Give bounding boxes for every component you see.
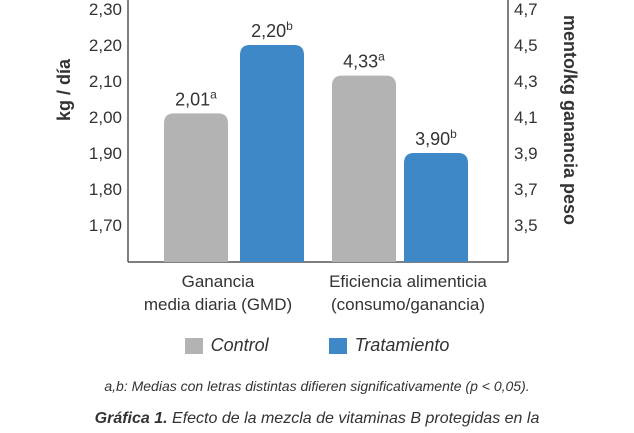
legend: Control Tratamiento <box>0 335 634 356</box>
right-tick-label: 3,7 <box>514 180 538 199</box>
bar-value-label: 4,33a <box>343 50 385 72</box>
right-axis-title: mento/kg ganancia peso <box>560 15 580 225</box>
right-tick-label: 3,5 <box>514 216 538 235</box>
legend-label-treatment: Tratamiento <box>354 335 450 355</box>
left-axis-ticks: 2,30 2,20 2,10 2,00 1,90 1,80 1,70 <box>89 0 122 235</box>
figure-caption: Gráfica 1. Efecto de la mezcla de vitami… <box>0 410 634 428</box>
left-tick-label: 1,90 <box>89 144 122 163</box>
category-label-1-line2: media diaria (GMD) <box>144 295 292 314</box>
footnote: a,b: Medias con letras distintas difiere… <box>104 378 530 394</box>
right-tick-label: 4,1 <box>514 108 538 127</box>
left-tick-label: 2,10 <box>89 72 122 91</box>
left-tick-label: 1,70 <box>89 216 122 235</box>
category-label-1-line1: Ganancia <box>182 272 255 291</box>
bar-tratamiento-1 <box>404 153 468 262</box>
left-axis-title: kg / día <box>54 58 74 121</box>
legend-swatch-treatment <box>328 337 347 354</box>
category-label-2-line1: Eficiencia alimenticia <box>329 272 487 291</box>
legend-item-control: Control <box>184 335 269 356</box>
legend-swatch-control <box>184 337 203 354</box>
caption-text: Efecto de la mezcla de vitaminas B prote… <box>172 410 540 427</box>
bar-control-0 <box>164 113 228 263</box>
bars-group: 2,01a 2,20b 4,33a 3,90b <box>164 19 468 263</box>
left-tick-label: 1,80 <box>89 180 122 199</box>
right-axis-ticks: 4,7 4,5 4,3 4,1 3,9 3,7 3,5 <box>514 0 538 235</box>
bar-value-label: 2,20b <box>251 19 293 41</box>
bar-tratamiento-0 <box>240 45 304 262</box>
right-tick-label: 4,7 <box>514 0 538 19</box>
bar-value-label: 3,90b <box>415 127 457 149</box>
legend-label-control: Control <box>210 335 269 355</box>
bar-control-1 <box>332 75 396 262</box>
legend-item-treatment: Tratamiento <box>328 335 450 356</box>
right-tick-label: 3,9 <box>514 144 538 163</box>
category-label-2-line2: (consumo/ganancia) <box>331 295 485 314</box>
left-tick-label: 2,20 <box>89 36 122 55</box>
bar-value-label: 2,01a <box>175 87 217 109</box>
left-tick-label: 2,00 <box>89 108 122 127</box>
left-tick-label: 2,30 <box>89 0 122 19</box>
right-tick-label: 4,5 <box>514 36 538 55</box>
right-tick-label: 4,3 <box>514 72 538 91</box>
caption-bold: Gráfica 1. <box>94 410 168 427</box>
